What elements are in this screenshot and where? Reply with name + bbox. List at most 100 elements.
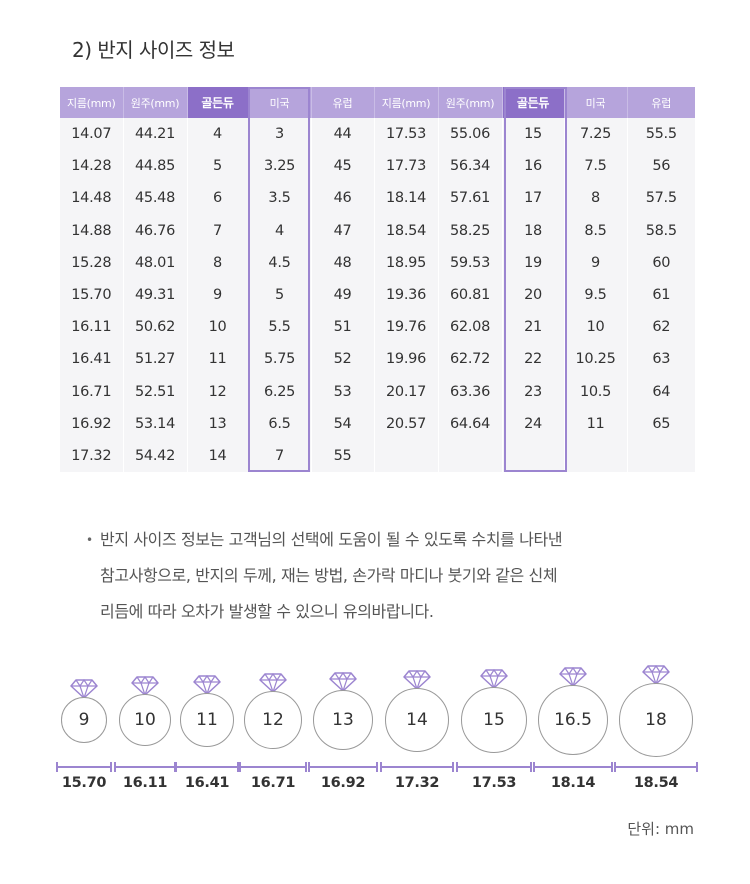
table-cell: 5	[248, 278, 312, 312]
table-cell: 46	[311, 182, 375, 215]
table-cell: 3	[248, 118, 312, 151]
table-cell: 11	[187, 343, 249, 376]
table-cell: 17.32	[60, 439, 124, 473]
diameter-measure-line	[175, 762, 239, 772]
table-cell: 48.01	[123, 246, 188, 279]
table-cell: 57.61	[438, 182, 503, 215]
ring-circle: 10	[119, 694, 171, 746]
table-cell: 60.81	[438, 278, 503, 312]
table-cell: 52.51	[123, 375, 188, 408]
table-cell: 54.42	[123, 439, 188, 473]
ring-circle: 16.5	[538, 685, 608, 755]
table-cell: 17	[502, 182, 565, 215]
table-header-cell: 유럽	[311, 87, 375, 118]
table-cell: 14.48	[60, 182, 124, 215]
table-cell: 9	[187, 278, 249, 312]
table-cell: 6.25	[248, 375, 312, 408]
ring-circle: 13	[313, 690, 373, 750]
table-cell: 55.5	[627, 118, 695, 151]
ring-diameter-label: 18.14	[550, 775, 596, 791]
table-header-cell: 골든듀	[502, 87, 565, 118]
table-cell: 18.95	[374, 246, 439, 279]
table-cell: 62	[627, 311, 695, 344]
table-cell: 60	[627, 246, 695, 279]
table-cell: 51.27	[123, 343, 188, 376]
table-row: 15.70 49.31 9 5 49 19.36 60.81 20 9.5 61	[60, 278, 695, 312]
table-cell: 7.25	[564, 118, 628, 151]
table-cell	[438, 439, 503, 473]
table-cell: 44	[311, 118, 375, 151]
table-cell: 6.5	[248, 407, 312, 440]
diameter-measure-line	[533, 762, 613, 772]
table-cell: 56	[627, 150, 695, 183]
table-header-cell: 원주(mm)	[123, 87, 188, 118]
diameter-measure-line	[308, 762, 378, 772]
table-cell: 8	[564, 182, 628, 215]
ring-circle: 9	[61, 697, 107, 743]
table-cell: 10	[187, 311, 249, 344]
table-cell: 10.5	[564, 375, 628, 408]
table-cell: 19	[502, 246, 565, 279]
table-cell: 16.41	[60, 343, 124, 376]
table-cell: 21	[502, 311, 565, 344]
ring-diameter-label: 18.54	[633, 775, 679, 791]
table-cell: 53.14	[123, 407, 188, 440]
table-header-cell: 지름(mm)	[60, 87, 124, 118]
table-cell: 45	[311, 150, 375, 183]
diameter-measure-line	[380, 762, 454, 772]
table-cell: 18	[502, 214, 565, 247]
table-cell: 48	[311, 246, 375, 279]
table-row: 17.32 54.42 14 7 55	[60, 439, 695, 473]
ring-circle: 18	[619, 683, 693, 757]
table-header-cell: 유럽	[627, 87, 695, 118]
table-cell: 16.92	[60, 407, 124, 440]
table-cell: 14.88	[60, 214, 124, 247]
table-cell: 53	[311, 375, 375, 408]
ring-diameter-label: 15.70	[61, 775, 107, 791]
table-cell: 23	[502, 375, 565, 408]
table-cell: 49	[311, 278, 375, 312]
table-cell: 14.07	[60, 118, 124, 151]
table-cell	[374, 439, 439, 473]
table-cell: 10	[564, 311, 628, 344]
table-cell: 14	[187, 439, 249, 473]
table-cell: 4	[248, 214, 312, 247]
table-cell: 24	[502, 407, 565, 440]
table-cell: 59.53	[438, 246, 503, 279]
table-cell: 15.28	[60, 246, 124, 279]
table-cell: 51	[311, 311, 375, 344]
table-body: 14.07 44.21 4 3 44 17.53 55.06 15 7.25 55.5 14.28 4…	[60, 118, 695, 473]
page-title: 2) 반지 사이즈 정보	[72, 38, 235, 62]
diameter-measure-line	[614, 762, 698, 772]
table-cell: 15	[502, 118, 565, 151]
ring-size-label: 12	[262, 710, 284, 730]
table-row: 16.41 51.27 11 5.75 52 19.96 62.72 22 10.25 63	[60, 343, 695, 376]
table-cell: 12	[187, 375, 249, 408]
table-cell: 13	[187, 407, 249, 440]
table-cell: 46.76	[123, 214, 188, 247]
ring-size-label: 9	[78, 710, 90, 730]
diamond-icon	[131, 675, 159, 700]
table-cell: 7.5	[564, 150, 628, 183]
table-cell: 56.34	[438, 150, 503, 183]
size-notice: • 반지 사이즈 정보는 고객님의 선택에 도움이 될 수 있도록 수치를 나타…	[86, 522, 563, 630]
table-header-cell: 미국	[248, 87, 312, 118]
table-cell: 65	[627, 407, 695, 440]
unit-label: 단위: mm	[627, 820, 694, 838]
table-cell: 7	[187, 214, 249, 247]
table-cell: 49.31	[123, 278, 188, 312]
ring-size-label: 11	[196, 710, 218, 730]
table-cell: 45.48	[123, 182, 188, 215]
table-cell: 15.70	[60, 278, 124, 312]
table-cell: 8.5	[564, 214, 628, 247]
ring-size-label: 16.5	[554, 710, 592, 730]
table-cell: 16.11	[60, 311, 124, 344]
ring-circle: 14	[385, 688, 449, 752]
table-cell: 19.96	[374, 343, 439, 376]
ring-diameter-label: 16.41	[184, 775, 230, 791]
diamond-icon	[70, 678, 98, 703]
table-cell: 19.36	[374, 278, 439, 312]
table-cell: 64	[627, 375, 695, 408]
table-header-cell: 원주(mm)	[438, 87, 503, 118]
table-cell: 20.57	[374, 407, 439, 440]
